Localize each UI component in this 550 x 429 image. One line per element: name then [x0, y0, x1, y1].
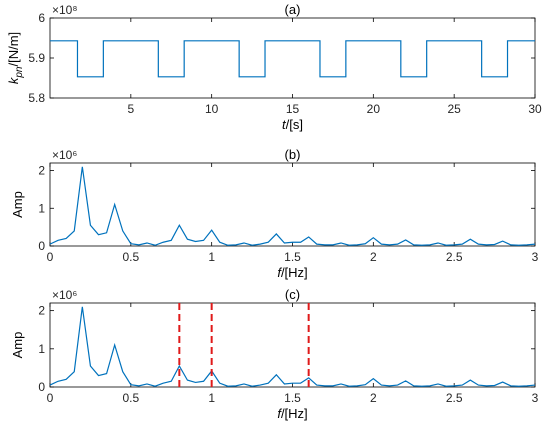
y-tick-label-a: 5.9 — [28, 51, 45, 65]
x-axis-unit-c: /[Hz] — [281, 406, 308, 421]
x-tick-label-a: 10 — [205, 102, 219, 116]
x-tick-label-b: 1.5 — [284, 250, 301, 264]
panel-title-b: (b) — [285, 147, 301, 162]
panel-c: (c) ×10⁶ 0 0.5 1 1.5 2 2.5 3 0 1 2 f/[Hz] Amp — [10, 287, 539, 421]
y-axis-label-b: Amp — [10, 191, 25, 218]
x-tick-label-a: 25 — [447, 102, 461, 116]
x-tick-label-c: 0.5 — [122, 391, 139, 405]
y-tick-label-c: 2 — [38, 304, 45, 318]
plot-frame-c — [49, 302, 536, 388]
x-tick-label-c: 1 — [208, 391, 215, 405]
y-tick-label-c: 1 — [38, 342, 45, 356]
plot-frame-a — [49, 17, 536, 99]
y-axis-subscript-a: pn — [14, 66, 25, 79]
y-tick-label-b: 0 — [38, 239, 45, 253]
x-axis-label-b: f/[Hz] — [277, 265, 307, 280]
exponent-label-a: ×10⁸ — [52, 3, 77, 17]
x-tick-label-a: 15 — [286, 102, 300, 116]
y-tick-label-b: 2 — [38, 164, 45, 178]
x-tick-label-b: 1 — [208, 250, 215, 264]
x-tick-label-b: 2 — [370, 250, 377, 264]
series-line-a — [50, 40, 535, 78]
x-axis-label-c: f/[Hz] — [277, 406, 307, 421]
x-tick-label-c: 1.5 — [284, 391, 301, 405]
x-axis-symbol-c: f — [277, 406, 282, 421]
y-axis-label-a: kpn/[N/m] — [6, 32, 25, 84]
x-axis-unit-a: /[s] — [286, 117, 303, 132]
y-tick-label-a: 5.8 — [28, 91, 45, 105]
panel-title-a: (a) — [285, 2, 301, 17]
x-tick-label-b: 0.5 — [122, 250, 139, 264]
y-tick-label-a: 6 — [38, 11, 45, 25]
series-line-b — [49, 166, 536, 246]
panel-a: (a) ×10⁸ 5 10 15 20 25 30 5.8 5.9 6 t/[s] kpn/[N/m] — [6, 2, 542, 132]
y-axis-symbol-a: k — [6, 76, 21, 84]
y-tick-label-c: 0 — [38, 380, 45, 394]
y-axis-label-c: Amp — [10, 332, 25, 359]
x-axis-symbol-a: t — [282, 117, 287, 132]
x-axis-symbol-b: f — [277, 265, 282, 280]
y-tick-label-b: 1 — [38, 201, 45, 215]
exponent-label-c: ×10⁶ — [52, 288, 77, 302]
x-tick-label-c: 2.5 — [446, 391, 463, 405]
x-tick-label-a: 30 — [528, 102, 542, 116]
panel-title-c: (c) — [285, 287, 300, 302]
y-axis-unit-a: /[N/m] — [6, 32, 21, 67]
x-tick-label-a: 5 — [127, 102, 134, 116]
x-tick-label-b: 0 — [47, 250, 54, 264]
series-line-c — [49, 306, 536, 387]
x-tick-label-c: 2 — [370, 391, 377, 405]
x-tick-label-b: 3 — [532, 250, 539, 264]
panel-b: (b) ×10⁶ 0 0.5 1 1.5 2 2.5 3 0 1 2 f/[Hz] Amp — [10, 147, 539, 280]
x-axis-label-a: t/[s] — [282, 117, 303, 132]
x-tick-label-b: 2.5 — [446, 250, 463, 264]
x-tick-label-c: 3 — [532, 391, 539, 405]
plot-frame-b — [49, 162, 536, 247]
x-axis-unit-b: /[Hz] — [281, 265, 308, 280]
exponent-label-b: ×10⁶ — [52, 148, 77, 162]
x-tick-label-a: 20 — [367, 102, 381, 116]
x-tick-label-c: 0 — [47, 391, 54, 405]
